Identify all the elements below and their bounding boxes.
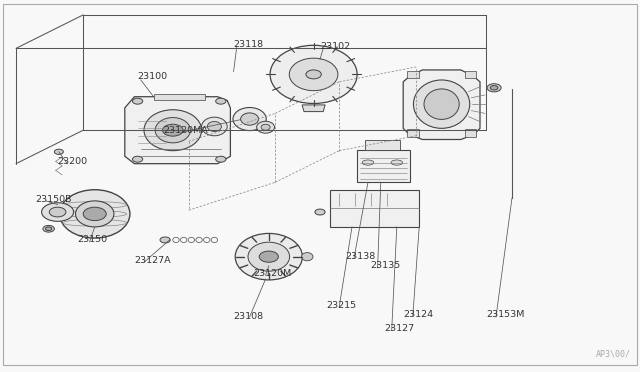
Bar — [154, 94, 205, 100]
Ellipse shape — [241, 113, 259, 125]
Circle shape — [132, 98, 143, 104]
Circle shape — [216, 98, 226, 104]
Text: 23120M: 23120M — [253, 269, 291, 278]
Circle shape — [83, 207, 106, 221]
Ellipse shape — [156, 118, 191, 143]
Text: 23153M: 23153M — [486, 310, 525, 319]
Ellipse shape — [257, 121, 275, 133]
Circle shape — [259, 251, 278, 262]
Ellipse shape — [144, 110, 202, 151]
Ellipse shape — [236, 234, 303, 280]
Circle shape — [160, 237, 170, 243]
Circle shape — [216, 156, 226, 162]
Text: 23120MA: 23120MA — [163, 126, 208, 135]
Polygon shape — [407, 71, 419, 78]
Ellipse shape — [289, 58, 338, 91]
Ellipse shape — [207, 121, 221, 131]
Text: 23100: 23100 — [138, 72, 168, 81]
Ellipse shape — [60, 190, 130, 238]
Polygon shape — [357, 150, 410, 182]
Circle shape — [49, 207, 66, 217]
Ellipse shape — [391, 160, 403, 165]
Ellipse shape — [248, 242, 290, 271]
Text: 23215: 23215 — [326, 301, 356, 310]
Text: AP3\00/: AP3\00/ — [595, 350, 630, 359]
Ellipse shape — [270, 45, 357, 103]
Ellipse shape — [424, 89, 460, 119]
Polygon shape — [465, 71, 476, 78]
Text: 23135: 23135 — [370, 262, 400, 270]
Circle shape — [42, 203, 74, 221]
Polygon shape — [125, 97, 230, 164]
Polygon shape — [465, 129, 476, 137]
Text: 23124: 23124 — [403, 310, 433, 319]
Polygon shape — [302, 105, 325, 112]
Text: 23200: 23200 — [58, 157, 88, 166]
Circle shape — [163, 124, 183, 136]
Text: 23127: 23127 — [384, 324, 414, 333]
Text: 23150B: 23150B — [35, 195, 72, 203]
Polygon shape — [403, 70, 480, 140]
Text: 23150: 23150 — [77, 235, 107, 244]
Ellipse shape — [413, 80, 470, 128]
Circle shape — [45, 227, 52, 231]
Circle shape — [43, 225, 54, 232]
Circle shape — [306, 70, 321, 79]
Text: 23108: 23108 — [234, 312, 264, 321]
Bar — [330, 190, 419, 227]
Circle shape — [490, 86, 498, 90]
Ellipse shape — [233, 108, 266, 131]
Text: 23118: 23118 — [234, 40, 264, 49]
Circle shape — [315, 209, 325, 215]
Ellipse shape — [261, 124, 270, 130]
Ellipse shape — [301, 253, 313, 261]
Bar — [365, 140, 400, 150]
Ellipse shape — [362, 160, 374, 165]
Text: 23102: 23102 — [320, 42, 350, 51]
Polygon shape — [407, 129, 419, 137]
Circle shape — [54, 149, 63, 154]
Ellipse shape — [76, 201, 114, 227]
Text: 23127A: 23127A — [134, 256, 171, 265]
Circle shape — [132, 156, 143, 162]
Circle shape — [487, 84, 501, 92]
Ellipse shape — [202, 117, 227, 136]
Text: 23138: 23138 — [346, 252, 376, 261]
